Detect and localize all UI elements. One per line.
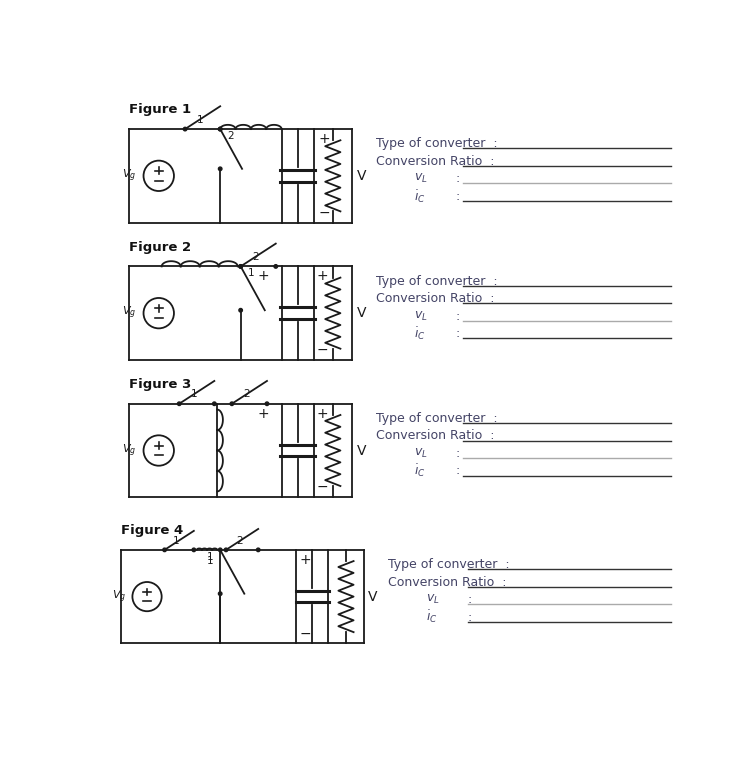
Text: 2: 2: [243, 389, 250, 399]
Text: :: :: [455, 310, 460, 323]
Text: +: +: [317, 269, 328, 283]
Text: :: :: [467, 593, 471, 606]
Circle shape: [218, 128, 222, 131]
Text: V: V: [356, 168, 366, 183]
Text: V: V: [356, 443, 366, 458]
Text: Type of converter  :: Type of converter :: [377, 412, 498, 425]
Text: $v_L$: $v_L$: [414, 447, 428, 460]
Text: +: +: [257, 269, 269, 283]
Text: 1: 1: [206, 556, 213, 565]
Text: $\dot{\imath}_C$: $\dot{\imath}_C$: [414, 326, 426, 342]
Text: Conversion Ratio  :: Conversion Ratio :: [377, 155, 495, 168]
Circle shape: [239, 265, 242, 268]
Circle shape: [218, 548, 222, 552]
Text: Figure 4: Figure 4: [121, 524, 183, 537]
Circle shape: [183, 128, 186, 131]
Text: $v_L$: $v_L$: [414, 310, 428, 323]
Text: V: V: [356, 306, 366, 320]
Text: Figure 1: Figure 1: [130, 103, 192, 116]
Text: $v_L$: $v_L$: [414, 172, 428, 185]
Text: 1: 1: [206, 552, 213, 562]
Text: Type of converter  :: Type of converter :: [388, 558, 510, 571]
Circle shape: [163, 548, 166, 552]
Text: −: −: [299, 626, 311, 641]
Circle shape: [274, 265, 278, 268]
Text: 1: 1: [248, 269, 254, 279]
Circle shape: [265, 402, 269, 405]
Text: 2: 2: [252, 252, 259, 262]
Text: $V_g$: $V_g$: [122, 442, 137, 458]
Circle shape: [218, 592, 222, 596]
Text: 1: 1: [173, 536, 180, 546]
Circle shape: [218, 128, 222, 131]
Text: $v_L$: $v_L$: [426, 593, 440, 606]
Text: Conversion Ratio  :: Conversion Ratio :: [377, 292, 495, 305]
Text: 1: 1: [196, 115, 203, 124]
Text: $V_g$: $V_g$: [112, 588, 127, 605]
Text: :: :: [455, 465, 460, 477]
Text: $V_g$: $V_g$: [122, 168, 137, 184]
Circle shape: [192, 548, 196, 552]
Text: $\dot{\imath}_C$: $\dot{\imath}_C$: [426, 609, 438, 625]
Text: −: −: [317, 480, 328, 494]
Text: Conversion Ratio  :: Conversion Ratio :: [377, 430, 495, 442]
Text: $\dot{\imath}_C$: $\dot{\imath}_C$: [414, 463, 426, 479]
Circle shape: [239, 265, 242, 268]
Text: Type of converter  :: Type of converter :: [377, 275, 498, 288]
Text: −: −: [317, 343, 328, 357]
Text: :: :: [467, 610, 471, 624]
Text: :: :: [455, 190, 460, 203]
Circle shape: [218, 167, 222, 171]
Text: +: +: [299, 553, 311, 567]
Text: :: :: [455, 327, 460, 340]
Text: 2: 2: [227, 131, 234, 141]
Circle shape: [239, 308, 242, 312]
Text: Conversion Ratio  :: Conversion Ratio :: [388, 575, 507, 588]
Circle shape: [177, 402, 181, 405]
Text: Figure 3: Figure 3: [130, 378, 192, 391]
Text: $\dot{\imath}_C$: $\dot{\imath}_C$: [414, 188, 426, 205]
Circle shape: [230, 402, 233, 405]
Text: −: −: [319, 206, 330, 219]
Circle shape: [224, 548, 228, 552]
Circle shape: [213, 402, 216, 405]
Text: +: +: [317, 407, 328, 420]
Text: 2: 2: [236, 536, 242, 546]
Text: +: +: [319, 132, 330, 146]
Text: V: V: [368, 590, 378, 603]
Text: +: +: [257, 407, 269, 420]
Text: Figure 2: Figure 2: [130, 241, 192, 254]
Circle shape: [257, 548, 260, 552]
Text: :: :: [455, 172, 460, 185]
Text: :: :: [455, 447, 460, 460]
Text: 1: 1: [190, 389, 197, 399]
Text: Type of converter  :: Type of converter :: [377, 137, 498, 150]
Text: $V_g$: $V_g$: [122, 305, 137, 321]
